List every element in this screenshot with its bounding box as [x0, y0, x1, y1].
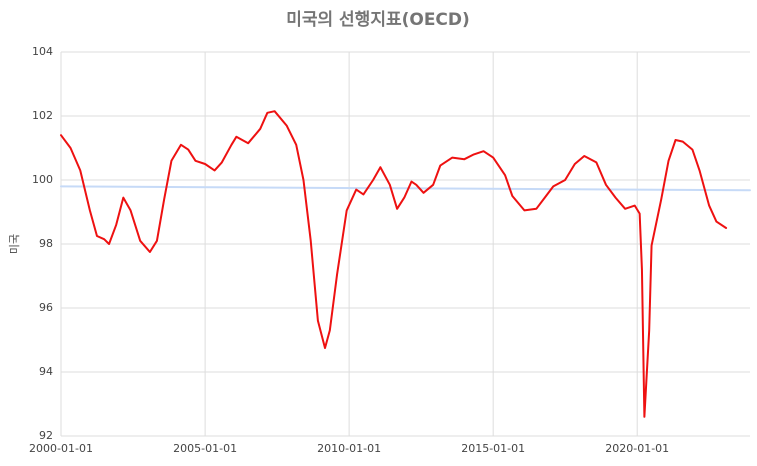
y-tick-label: 104 [32, 45, 53, 58]
y-tick-label: 94 [39, 365, 53, 378]
line-series [60, 185, 751, 192]
x-tick-label: 2020-01-01 [605, 442, 669, 455]
y-tick-label: 96 [39, 301, 53, 314]
y-tick-label: 92 [39, 429, 53, 442]
x-tick-label: 2010-01-01 [317, 442, 381, 455]
y-tick-label: 98 [39, 237, 53, 250]
y-axis-label: 미국 [8, 234, 21, 254]
x-tick-label: 2005-01-01 [173, 442, 237, 455]
x-tick-label: 2000-01-01 [29, 442, 93, 455]
y-tick-label: 102 [32, 109, 53, 122]
x-tick-label: 2015-01-01 [461, 442, 525, 455]
chart-title: 미국의 선행지표(OECD) [286, 10, 470, 30]
y-tick-label: 100 [32, 173, 53, 186]
line-series [60, 110, 728, 418]
